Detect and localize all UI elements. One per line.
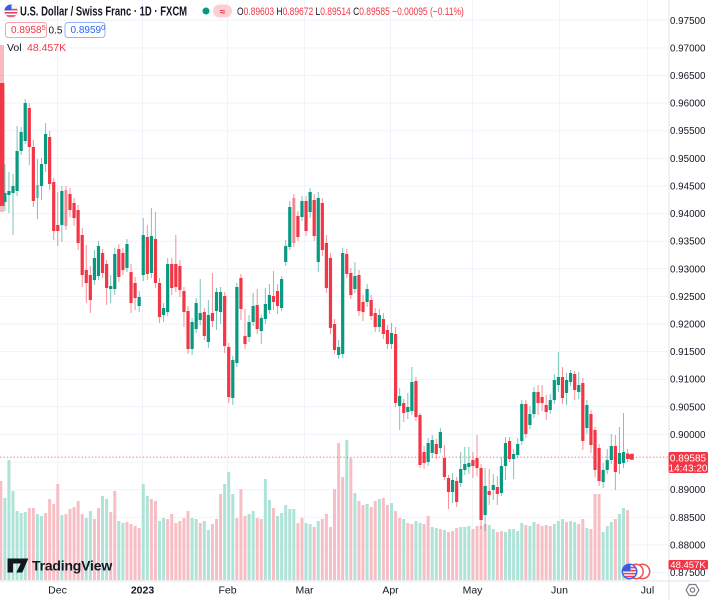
svg-text:0.93000: 0.93000 bbox=[670, 264, 706, 275]
svg-text:48.457K: 48.457K bbox=[27, 42, 66, 54]
svg-text:0.90000: 0.90000 bbox=[670, 430, 706, 441]
svg-text:TradingView: TradingView bbox=[32, 558, 112, 574]
svg-text:0.89590: 0.89590 bbox=[71, 23, 106, 36]
svg-text:0.91500: 0.91500 bbox=[670, 347, 706, 358]
svg-text:0.90500: 0.90500 bbox=[670, 402, 706, 413]
svg-text:0.88000: 0.88000 bbox=[670, 540, 706, 551]
svg-text:U.S. Dollar / Swiss Franc · 1D: U.S. Dollar / Swiss Franc · 1D · FXCM bbox=[20, 5, 187, 19]
svg-text:May: May bbox=[463, 585, 484, 597]
svg-text:0.95500: 0.95500 bbox=[670, 126, 706, 137]
svg-text:0.92000: 0.92000 bbox=[670, 320, 706, 331]
svg-text:0.87500: 0.87500 bbox=[670, 568, 706, 579]
svg-text:0.96000: 0.96000 bbox=[670, 99, 706, 110]
svg-text:48.457K: 48.457K bbox=[670, 560, 706, 571]
svg-text:0.96500: 0.96500 bbox=[670, 71, 706, 82]
svg-text:0.89000: 0.89000 bbox=[670, 485, 706, 496]
svg-text:Dec: Dec bbox=[48, 585, 67, 597]
svg-text:0.89585: 0.89585 bbox=[11, 23, 46, 36]
svg-text:Jul: Jul bbox=[641, 585, 654, 597]
svg-text:O0.89603 H0.89672 L0.89514 C0.: O0.89603 H0.89672 L0.89514 C0.89585 −0.0… bbox=[237, 6, 464, 18]
svg-text:0.5: 0.5 bbox=[49, 26, 63, 37]
svg-text:Feb: Feb bbox=[218, 585, 236, 597]
svg-text:0.89585: 0.89585 bbox=[670, 454, 707, 465]
svg-text:Vol: Vol bbox=[7, 42, 22, 54]
svg-text:0.94000: 0.94000 bbox=[670, 209, 706, 220]
svg-text:Apr: Apr bbox=[382, 585, 399, 597]
svg-text:0.95000: 0.95000 bbox=[670, 154, 706, 165]
svg-text:Jun: Jun bbox=[551, 585, 568, 597]
svg-text:≈: ≈ bbox=[220, 7, 226, 18]
svg-text:Mar: Mar bbox=[295, 585, 314, 597]
svg-text:0.91000: 0.91000 bbox=[670, 375, 706, 386]
svg-text:0.97500: 0.97500 bbox=[670, 16, 706, 27]
svg-text:0.94500: 0.94500 bbox=[670, 182, 706, 193]
svg-text:0.97000: 0.97000 bbox=[670, 43, 706, 54]
svg-text:0.92500: 0.92500 bbox=[670, 292, 706, 303]
svg-text:0.88500: 0.88500 bbox=[670, 513, 706, 524]
svg-text:2023: 2023 bbox=[131, 585, 155, 597]
svg-text:0.93500: 0.93500 bbox=[670, 237, 706, 248]
svg-text:14:43:20: 14:43:20 bbox=[669, 464, 708, 475]
